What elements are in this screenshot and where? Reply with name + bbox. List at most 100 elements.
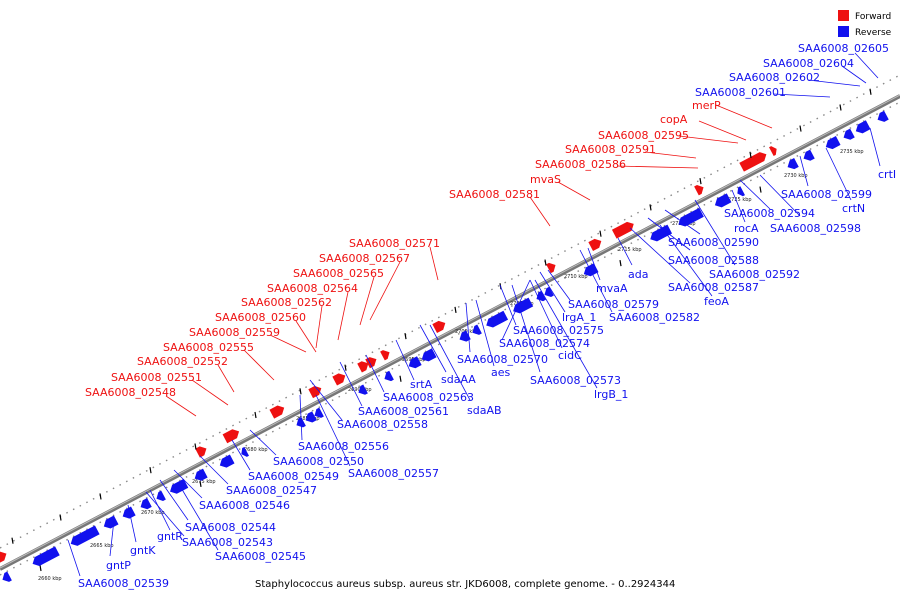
gene-label[interactable]: SAA6008_02575 bbox=[513, 324, 604, 337]
gene-label[interactable]: rocA bbox=[734, 222, 759, 235]
forward-feature-arrow[interactable] bbox=[195, 444, 209, 458]
gene-label[interactable]: SAA6008_02549 bbox=[248, 470, 339, 483]
gene-label[interactable]: SAA6008_02590 bbox=[668, 236, 759, 249]
gene-label[interactable]: lrgA_1 bbox=[562, 311, 596, 324]
gene-label[interactable]: SAA6008_02581 bbox=[449, 188, 540, 201]
gene-label[interactable]: crtI bbox=[878, 168, 896, 181]
gene-label[interactable]: SAA6008_02552 bbox=[137, 355, 228, 368]
gene-label[interactable]: sdaAB bbox=[467, 404, 502, 417]
gene-label[interactable]: SAA6008_02543 bbox=[182, 536, 273, 549]
gene-label[interactable]: SAA6008_02559 bbox=[189, 326, 280, 339]
reverse-feature-arrow[interactable] bbox=[120, 506, 136, 521]
gene-label[interactable]: SAA6008_02564 bbox=[267, 282, 358, 295]
gene-label[interactable]: SAA6008_02562 bbox=[241, 296, 332, 309]
gene-label[interactable]: SAA6008_02545 bbox=[215, 550, 306, 563]
reverse-feature-arrow[interactable] bbox=[312, 407, 324, 421]
reverse-feature-arrow[interactable] bbox=[823, 136, 841, 151]
gene-label[interactable]: SAA6008_02605 bbox=[798, 42, 889, 55]
gene-label[interactable]: merP bbox=[692, 99, 721, 112]
gene-label[interactable]: SAA6008_02582 bbox=[609, 311, 700, 324]
gene-label[interactable]: SAA6008_02558 bbox=[337, 418, 428, 431]
reverse-feature-arrow[interactable] bbox=[138, 498, 152, 512]
gene-label[interactable]: srtA bbox=[410, 378, 433, 391]
reverse-feature-arrow[interactable] bbox=[801, 149, 815, 164]
gene-label[interactable]: crtN bbox=[842, 202, 865, 215]
gene-label[interactable]: mvaA bbox=[596, 282, 628, 295]
forward-feature-arrow[interactable] bbox=[694, 183, 706, 196]
reverse-feature-arrow[interactable] bbox=[101, 515, 119, 531]
gene-label[interactable]: SAA6008_02571 bbox=[349, 237, 440, 250]
reverse-feature-arrow[interactable] bbox=[676, 207, 704, 229]
gene-label[interactable]: SAA6008_02560 bbox=[215, 311, 306, 324]
forward-feature-arrow[interactable] bbox=[357, 359, 371, 373]
forward-feature-arrow[interactable] bbox=[269, 403, 286, 419]
reverse-feature-arrow[interactable] bbox=[713, 193, 732, 209]
reverse-feature-arrow[interactable] bbox=[239, 446, 249, 459]
gene-label[interactable]: SAA6008_02598 bbox=[770, 222, 861, 235]
reverse-feature-arrow[interactable] bbox=[168, 478, 189, 496]
forward-feature-arrow[interactable] bbox=[546, 261, 558, 274]
gene-label[interactable]: SAA6008_02546 bbox=[199, 499, 290, 512]
gene-label[interactable]: aes bbox=[491, 366, 511, 379]
gene-label[interactable]: gntP bbox=[106, 559, 131, 572]
reverse-feature-arrow[interactable] bbox=[648, 224, 673, 244]
reverse-feature-arrow[interactable] bbox=[192, 468, 208, 483]
reverse-feature-arrow[interactable] bbox=[356, 384, 368, 397]
gene-label[interactable]: mvaS bbox=[530, 173, 561, 186]
gene-label[interactable]: SAA6008_02563 bbox=[383, 391, 474, 404]
forward-feature-arrow[interactable] bbox=[739, 150, 768, 172]
reverse-feature-arrow[interactable] bbox=[406, 356, 422, 370]
gene-label[interactable]: SAA6008_02587 bbox=[668, 281, 759, 294]
reverse-feature-arrow[interactable] bbox=[785, 158, 799, 172]
gene-label[interactable]: SAA6008_02561 bbox=[358, 405, 449, 418]
reverse-feature-arrow[interactable] bbox=[68, 525, 100, 548]
gene-label[interactable]: feoA bbox=[704, 295, 729, 308]
reverse-feature-arrow[interactable] bbox=[457, 330, 471, 344]
gene-label[interactable]: SAA6008_02579 bbox=[568, 298, 659, 311]
reverse-feature-arrow[interactable] bbox=[511, 297, 534, 316]
gene-label[interactable]: SAA6008_02592 bbox=[709, 268, 800, 281]
gene-label[interactable]: SAA6008_02599 bbox=[781, 188, 872, 201]
reverse-feature-arrow[interactable] bbox=[217, 454, 235, 470]
gene-label[interactable]: SAA6008_02550 bbox=[273, 455, 364, 468]
gene-label[interactable]: SAA6008_02539 bbox=[78, 577, 169, 590]
reverse-feature-arrow[interactable] bbox=[30, 546, 60, 568]
gene-label[interactable]: SAA6008_02551 bbox=[111, 371, 202, 384]
gene-label[interactable]: SAA6008_02604 bbox=[763, 57, 854, 70]
gene-label[interactable]: SAA6008_02602 bbox=[729, 71, 820, 84]
gene-label[interactable]: SAA6008_02595 bbox=[598, 129, 689, 142]
reverse-feature-arrow[interactable] bbox=[154, 490, 166, 504]
gene-label[interactable]: SAA6008_02574 bbox=[499, 337, 590, 350]
gene-label[interactable]: SAA6008_02544 bbox=[185, 521, 276, 534]
gene-label[interactable]: SAA6008_02601 bbox=[695, 86, 786, 99]
gene-label[interactable]: SAA6008_02547 bbox=[226, 484, 317, 497]
forward-feature-arrow[interactable] bbox=[332, 371, 347, 386]
gene-label[interactable]: SAA6008_02567 bbox=[319, 252, 410, 265]
gene-label[interactable]: SAA6008_02573 bbox=[530, 374, 621, 387]
reverse-feature-arrow[interactable] bbox=[542, 286, 554, 300]
gene-label[interactable]: SAA6008_02594 bbox=[724, 207, 815, 220]
reverse-feature-arrow[interactable] bbox=[470, 324, 482, 338]
gene-label[interactable]: lrgB_1 bbox=[594, 388, 628, 401]
gene-label[interactable]: SAA6008_02556 bbox=[298, 440, 389, 453]
gene-label[interactable]: ada bbox=[628, 268, 648, 281]
forward-feature-arrow[interactable] bbox=[222, 427, 242, 444]
forward-feature-arrow[interactable] bbox=[432, 319, 447, 333]
forward-feature-arrow[interactable] bbox=[769, 144, 779, 157]
forward-feature-arrow[interactable] bbox=[0, 549, 9, 563]
gene-label[interactable]: SAA6008_02557 bbox=[348, 467, 439, 480]
gene-label[interactable]: SAA6008_02565 bbox=[293, 267, 384, 280]
reverse-feature-arrow[interactable] bbox=[484, 310, 509, 330]
reverse-feature-arrow[interactable] bbox=[303, 411, 317, 425]
forward-feature-arrow[interactable] bbox=[380, 348, 392, 361]
reverse-feature-arrow[interactable] bbox=[0, 571, 12, 585]
gene-label[interactable]: SAA6008_02570 bbox=[457, 353, 548, 366]
forward-feature-arrow[interactable] bbox=[588, 237, 603, 251]
gene-label[interactable]: copA bbox=[660, 113, 688, 126]
gene-label[interactable]: gntR bbox=[157, 530, 183, 543]
gene-label[interactable]: SAA6008_02591 bbox=[565, 143, 656, 156]
reverse-feature-arrow[interactable] bbox=[875, 110, 889, 125]
gene-label[interactable]: SAA6008_02555 bbox=[163, 341, 254, 354]
gene-label[interactable]: SAA6008_02586 bbox=[535, 158, 626, 171]
gene-label[interactable]: gntK bbox=[130, 544, 156, 557]
